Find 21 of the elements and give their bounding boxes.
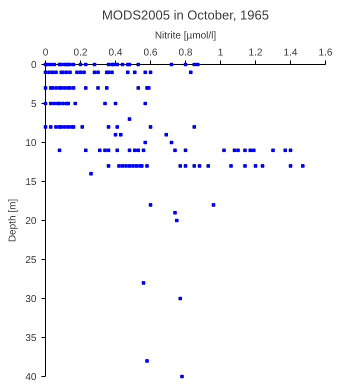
y-tick-label: 15 [25,177,37,188]
y-tick-label: 20 [25,216,37,227]
x-tick-label: 1 [218,48,224,58]
y-axis-title: Depth [m] [7,198,18,242]
x-tick-label: 0.6 [144,48,158,58]
y-tick-label: 35 [25,333,37,344]
x-tick-label: 0.2 [74,48,88,58]
x-axis-title: Nitrite [µmol/l] [154,30,216,42]
x-tick-label: 0.4 [108,48,123,58]
y-tick-label: 25 [25,255,37,266]
y-tick-label: 40 [25,372,37,383]
y-tick-label: 5 [30,99,37,110]
x-tick-label: 1.6 [318,48,333,58]
x-tick-label: 1.4 [284,48,298,58]
x-tick-label: 1.2 [248,48,263,58]
chart-title: MODS2005 in October, 1965 [102,8,269,22]
y-tick-label: 10 [25,138,37,149]
x-tick-label: 0.8 [178,48,193,58]
y-tick-label: 0 [30,60,37,71]
y-tick-label: 30 [25,294,37,305]
x-tick-label: 0 [42,48,49,58]
